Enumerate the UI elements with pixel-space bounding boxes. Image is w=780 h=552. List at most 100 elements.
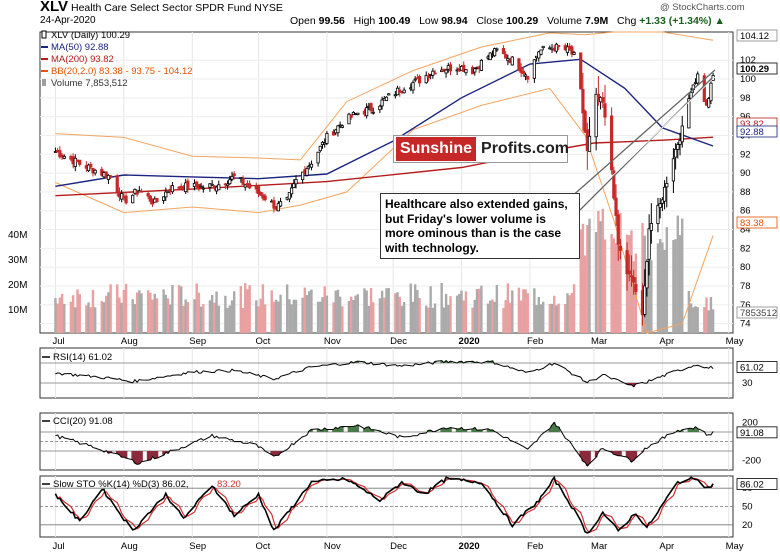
volume-bar: [705, 297, 708, 333]
overbought-fill: [367, 426, 371, 432]
cci-line: [55, 421, 714, 467]
candle-body: [263, 195, 267, 201]
candle-body: [448, 64, 453, 72]
overbought-fill: [486, 428, 490, 432]
volume-bar: [394, 293, 397, 333]
overbought-fill: [332, 429, 335, 432]
price-tick-label: 90: [740, 168, 751, 179]
candle-body: [170, 185, 175, 193]
volume-bar: [442, 307, 446, 333]
volume-bar: [400, 305, 404, 333]
overbought-fill: [444, 360, 448, 363]
candle-body: [73, 157, 77, 167]
volume-bar: [537, 296, 540, 333]
volume-bar: [74, 307, 77, 333]
candle-body: [380, 99, 384, 107]
volume-bar: [464, 291, 468, 333]
volume-bar: [69, 301, 73, 333]
month-label-bottom: Apr: [659, 541, 674, 552]
volume-bar: [305, 295, 309, 333]
candle-body: [665, 183, 669, 188]
candle-body: [614, 197, 618, 216]
volume-bar: [303, 287, 307, 333]
volume-bar: [586, 225, 589, 333]
trendline-1: [569, 69, 716, 199]
volume-bar: [230, 300, 234, 333]
overbought-fill: [338, 426, 342, 432]
volume-bar: [433, 303, 437, 333]
volume-bar: [93, 307, 97, 333]
value-label: 7853512: [740, 308, 777, 319]
oversold-fill: [155, 451, 159, 459]
volume-bar: [522, 289, 525, 333]
volume-bar: [87, 302, 90, 333]
candle-body: [473, 68, 477, 73]
rsi-line: [55, 359, 714, 388]
overbought-fill: [471, 428, 474, 432]
volume-bar: [504, 300, 507, 333]
indicator-value-box: [736, 478, 778, 490]
candle-body: [658, 203, 662, 208]
candle-body: [336, 125, 340, 134]
candle-body: [656, 205, 660, 224]
oversold-fill: [627, 383, 631, 385]
volume-bar: [641, 223, 644, 333]
volume-bar: [100, 301, 103, 333]
volume-bar: [597, 210, 600, 333]
volume-bar: [583, 255, 587, 333]
volume-bar: [398, 296, 401, 333]
volume-bar: [349, 296, 353, 333]
candle-body: [643, 285, 647, 315]
price-tick-label: 86: [740, 206, 751, 217]
month-label-bottom: Nov: [324, 541, 341, 552]
candle-body: [612, 170, 616, 199]
candle-body: [124, 195, 128, 204]
volume-bar: [89, 307, 92, 333]
oversold-fill: [612, 451, 616, 455]
volume-bar: [535, 305, 538, 333]
oversold-fill: [583, 451, 587, 463]
volume-bar: [672, 239, 675, 333]
volume-bar: [347, 300, 351, 333]
volume-bar: [171, 284, 174, 333]
candle-body: [186, 180, 190, 189]
candle-body: [521, 70, 525, 75]
volume-bar: [455, 295, 459, 333]
oversold-fill: [632, 451, 635, 461]
overbought-fill: [325, 429, 329, 432]
candle-body: [627, 270, 631, 275]
oversold-fill: [610, 451, 613, 453]
candle-body: [318, 145, 322, 152]
volume-bar: [506, 283, 510, 333]
oversold-fill: [581, 451, 585, 462]
oversold-fill: [619, 451, 622, 456]
price-tick-label: 84: [740, 225, 751, 236]
overbought-fill: [460, 361, 463, 363]
overbought-fill: [488, 361, 492, 363]
month-label-bottom: Jul: [52, 541, 64, 552]
volume-bar: [58, 297, 62, 333]
volume-bar: [228, 305, 232, 333]
candle-body: [662, 186, 667, 202]
volume-bar: [517, 287, 521, 333]
volume-bar: [208, 300, 212, 333]
volume-bar: [617, 244, 620, 333]
month-label-bottom: Aug: [121, 541, 138, 552]
overbought-fill: [316, 428, 320, 432]
volume-bar: [288, 299, 291, 333]
candle-body: [680, 125, 684, 143]
volume-bar: [109, 284, 112, 333]
volume-bar: [409, 283, 412, 333]
volume-tick-label: 20M: [8, 280, 27, 291]
volume-bar: [429, 286, 432, 333]
candle-body: [629, 275, 634, 278]
candle-body: [86, 164, 91, 172]
volume-bar: [261, 284, 265, 333]
candle-body: [411, 82, 415, 91]
sunshine-profits-logo: Sunshine Profits.com: [393, 135, 569, 163]
volume-bar: [378, 298, 382, 333]
volume-bar: [155, 298, 159, 333]
chart-date: 24-Apr-2020: [40, 15, 96, 26]
volume-bar: [628, 235, 631, 333]
